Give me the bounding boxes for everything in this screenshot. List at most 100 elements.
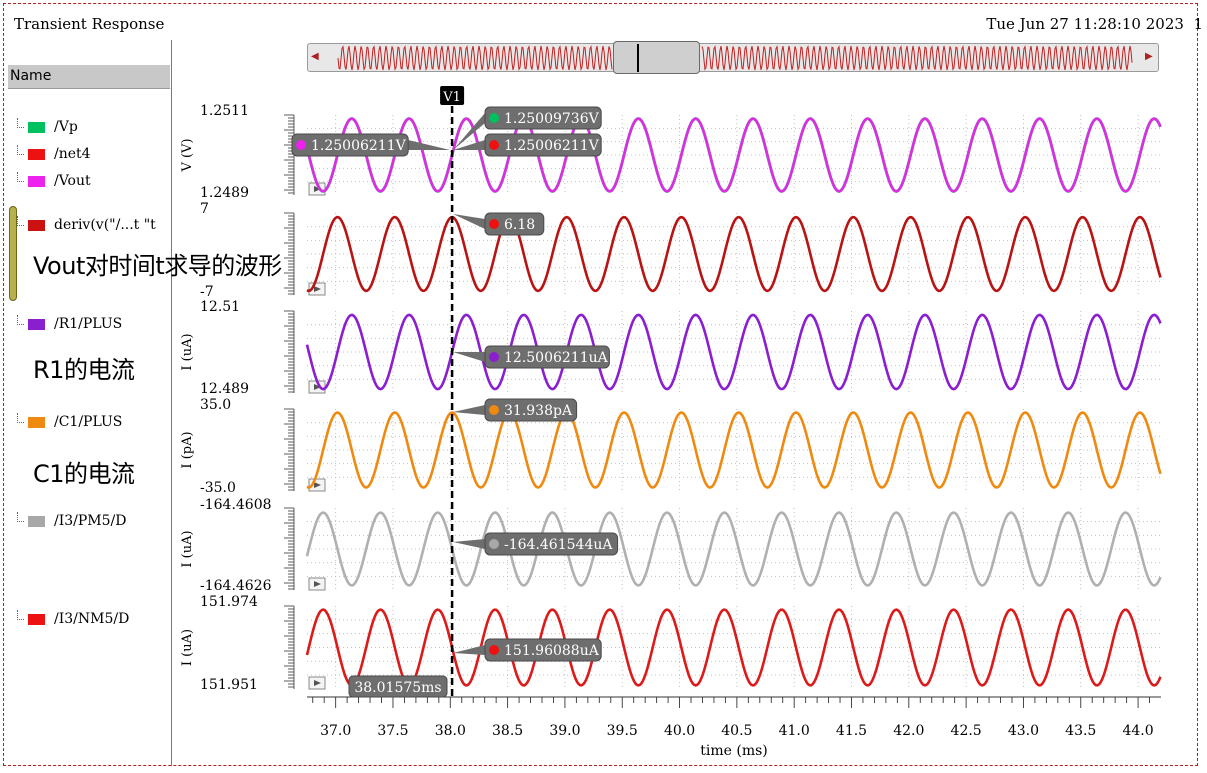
strip-3: 35.0 -35.0 I (pA) bbox=[180, 397, 1162, 496]
strip-expand-icon bbox=[308, 577, 326, 591]
x-tick-label: 44.0 bbox=[1122, 723, 1153, 739]
marker-label: 1.25006211V bbox=[291, 133, 451, 157]
strip-grid bbox=[307, 508, 1161, 590]
marker-value: 31.938pA bbox=[504, 403, 573, 419]
overview-waveform bbox=[337, 44, 1133, 72]
group-selection-bar[interactable] bbox=[9, 206, 17, 301]
marker-value: 1.25006211V bbox=[311, 138, 407, 154]
strip-2: 12.51 12.489 I (uA) bbox=[180, 299, 1162, 397]
strip-1: 7 -7 bbox=[200, 201, 1162, 300]
x-tick-label: 41.0 bbox=[779, 723, 810, 739]
strip-5: 151.974 151.951 I (uA) bbox=[180, 594, 1162, 693]
timestamp-tail: 1 bbox=[1193, 15, 1203, 33]
cursor-label: V1 bbox=[442, 90, 461, 105]
overview-trace bbox=[337, 45, 1133, 71]
marker-label: 1.25009736V bbox=[453, 106, 602, 150]
strip-y-ruler bbox=[284, 605, 295, 689]
x-tick-label: 43.5 bbox=[1065, 723, 1096, 739]
marker-label: 6.18 bbox=[453, 212, 545, 236]
y-bottom-label: 12.489 bbox=[200, 381, 249, 397]
marker-value: 1.25006211V bbox=[504, 138, 600, 154]
strip-expand-icon bbox=[308, 676, 326, 690]
y-bottom-label: 151.951 bbox=[200, 677, 258, 693]
signal-item-vout[interactable]: /Vout bbox=[17, 172, 91, 190]
x-tick-label: 38.0 bbox=[435, 723, 466, 739]
signal-label: deriv(v("/...t "t bbox=[54, 217, 156, 233]
x-tick-label: 37.5 bbox=[377, 723, 408, 739]
signal-item-r1-plus[interactable]: /R1/PLUS bbox=[17, 315, 122, 333]
window-title: Transient Response bbox=[14, 15, 165, 33]
signal-label: /R1/PLUS bbox=[54, 316, 123, 332]
y-bottom-label: 1.2489 bbox=[200, 185, 249, 201]
x-tick-label: 43.0 bbox=[1008, 723, 1039, 739]
marker-label: 151.96088uA bbox=[453, 638, 602, 662]
x-tick-label: 37.0 bbox=[320, 723, 351, 739]
strip-y-ruler bbox=[284, 408, 295, 491]
name-column-header[interactable]: Name bbox=[8, 65, 170, 89]
window-frame bbox=[3, 3, 1198, 766]
y-bottom-label: -35.0 bbox=[200, 480, 236, 496]
x-tick-label: 38.5 bbox=[492, 723, 523, 739]
annotation-r1: R1的电流 bbox=[33, 356, 135, 384]
y-top-label: 35.0 bbox=[200, 397, 231, 413]
signal-swatch bbox=[28, 318, 45, 330]
signal-item-nm5-d[interactable]: /I3/NM5/D bbox=[17, 610, 129, 628]
signal-item-vp[interactable]: /Vp bbox=[17, 118, 78, 136]
marker-value: 12.5006211uA bbox=[504, 350, 609, 366]
y-axis-label: V (V) bbox=[180, 138, 195, 172]
sidebar-divider[interactable] bbox=[171, 40, 172, 766]
signal-item-net4[interactable]: /net4 bbox=[17, 145, 91, 163]
overview-scroll-thumb[interactable] bbox=[613, 41, 700, 74]
strip-4: -164.4608 -164.4626 I (uA) bbox=[180, 497, 1162, 594]
cursor-time-label: 38.01575ms bbox=[354, 680, 441, 696]
signal-label: /I3/NM5/D bbox=[54, 611, 130, 627]
marker-label: 12.5006211uA bbox=[453, 345, 610, 369]
signal-swatch bbox=[28, 121, 45, 133]
annotation-deriv: Vout对时间t求导的波形 bbox=[33, 252, 282, 280]
x-tick-label: 42.0 bbox=[893, 723, 924, 739]
y-top-label: 1.2511 bbox=[200, 103, 249, 119]
marker-value: 6.18 bbox=[504, 217, 535, 233]
y-axis-label: I (uA) bbox=[180, 333, 195, 370]
series-line bbox=[305, 313, 1162, 391]
series-line bbox=[306, 411, 1162, 489]
y-top-label: 12.51 bbox=[200, 299, 240, 315]
y-top-label: -164.4608 bbox=[200, 497, 272, 513]
series-line bbox=[305, 117, 1162, 193]
x-axis-label: time (ms) bbox=[700, 743, 768, 759]
signal-label: /C1/PLUS bbox=[54, 414, 123, 430]
strip-y-ruler bbox=[284, 212, 295, 295]
signal-swatch bbox=[28, 416, 45, 428]
scroll-right-icon[interactable]: ▶ bbox=[1145, 51, 1153, 62]
x-tick-label: 42.5 bbox=[951, 723, 982, 739]
strip-grid bbox=[307, 409, 1161, 491]
y-bottom-label: -164.4626 bbox=[200, 578, 272, 594]
strip-0: 1.2511 1.2489 V (V) bbox=[180, 103, 1162, 201]
signal-swatch bbox=[28, 148, 45, 160]
signal-swatch bbox=[28, 515, 45, 527]
marker-value: 1.25009736V bbox=[504, 111, 600, 127]
series-line bbox=[305, 608, 1162, 687]
marker-value: -164.461544uA bbox=[504, 537, 613, 553]
marker-label: 1.25006211V bbox=[453, 133, 602, 157]
signal-label: /net4 bbox=[54, 146, 91, 162]
y-axis-label: I (uA) bbox=[180, 530, 195, 567]
signal-label: /I3/PM5/D bbox=[54, 513, 127, 529]
y-top-label: 7 bbox=[200, 201, 209, 217]
annotation-c1: C1的电流 bbox=[33, 460, 135, 488]
scroll-left-icon[interactable]: ◀ bbox=[311, 51, 319, 62]
strip-y-ruler bbox=[284, 507, 295, 590]
timestamp-text: Tue Jun 27 11:28:10 2023 bbox=[986, 15, 1184, 33]
signal-item-c1-plus[interactable]: /C1/PLUS bbox=[17, 413, 122, 431]
x-tick-label: 39.5 bbox=[607, 723, 638, 739]
signal-item-deriv[interactable]: deriv(v("/...t "t bbox=[17, 216, 156, 234]
signal-item-pm5-d[interactable]: /I3/PM5/D bbox=[17, 512, 126, 530]
cursor-time-box bbox=[348, 675, 448, 698]
series-line bbox=[306, 215, 1162, 293]
y-axis-label: I (pA) bbox=[180, 431, 195, 468]
marker-label: -164.461544uA bbox=[453, 532, 619, 556]
x-axis: 37.0 37.5 38.0 38.5 39.0 39.5 40.0 40.5 41.0 41.5… bbox=[307, 696, 1161, 759]
y-top-label: 151.974 bbox=[200, 594, 258, 610]
x-tick-label: 40.5 bbox=[721, 723, 752, 739]
